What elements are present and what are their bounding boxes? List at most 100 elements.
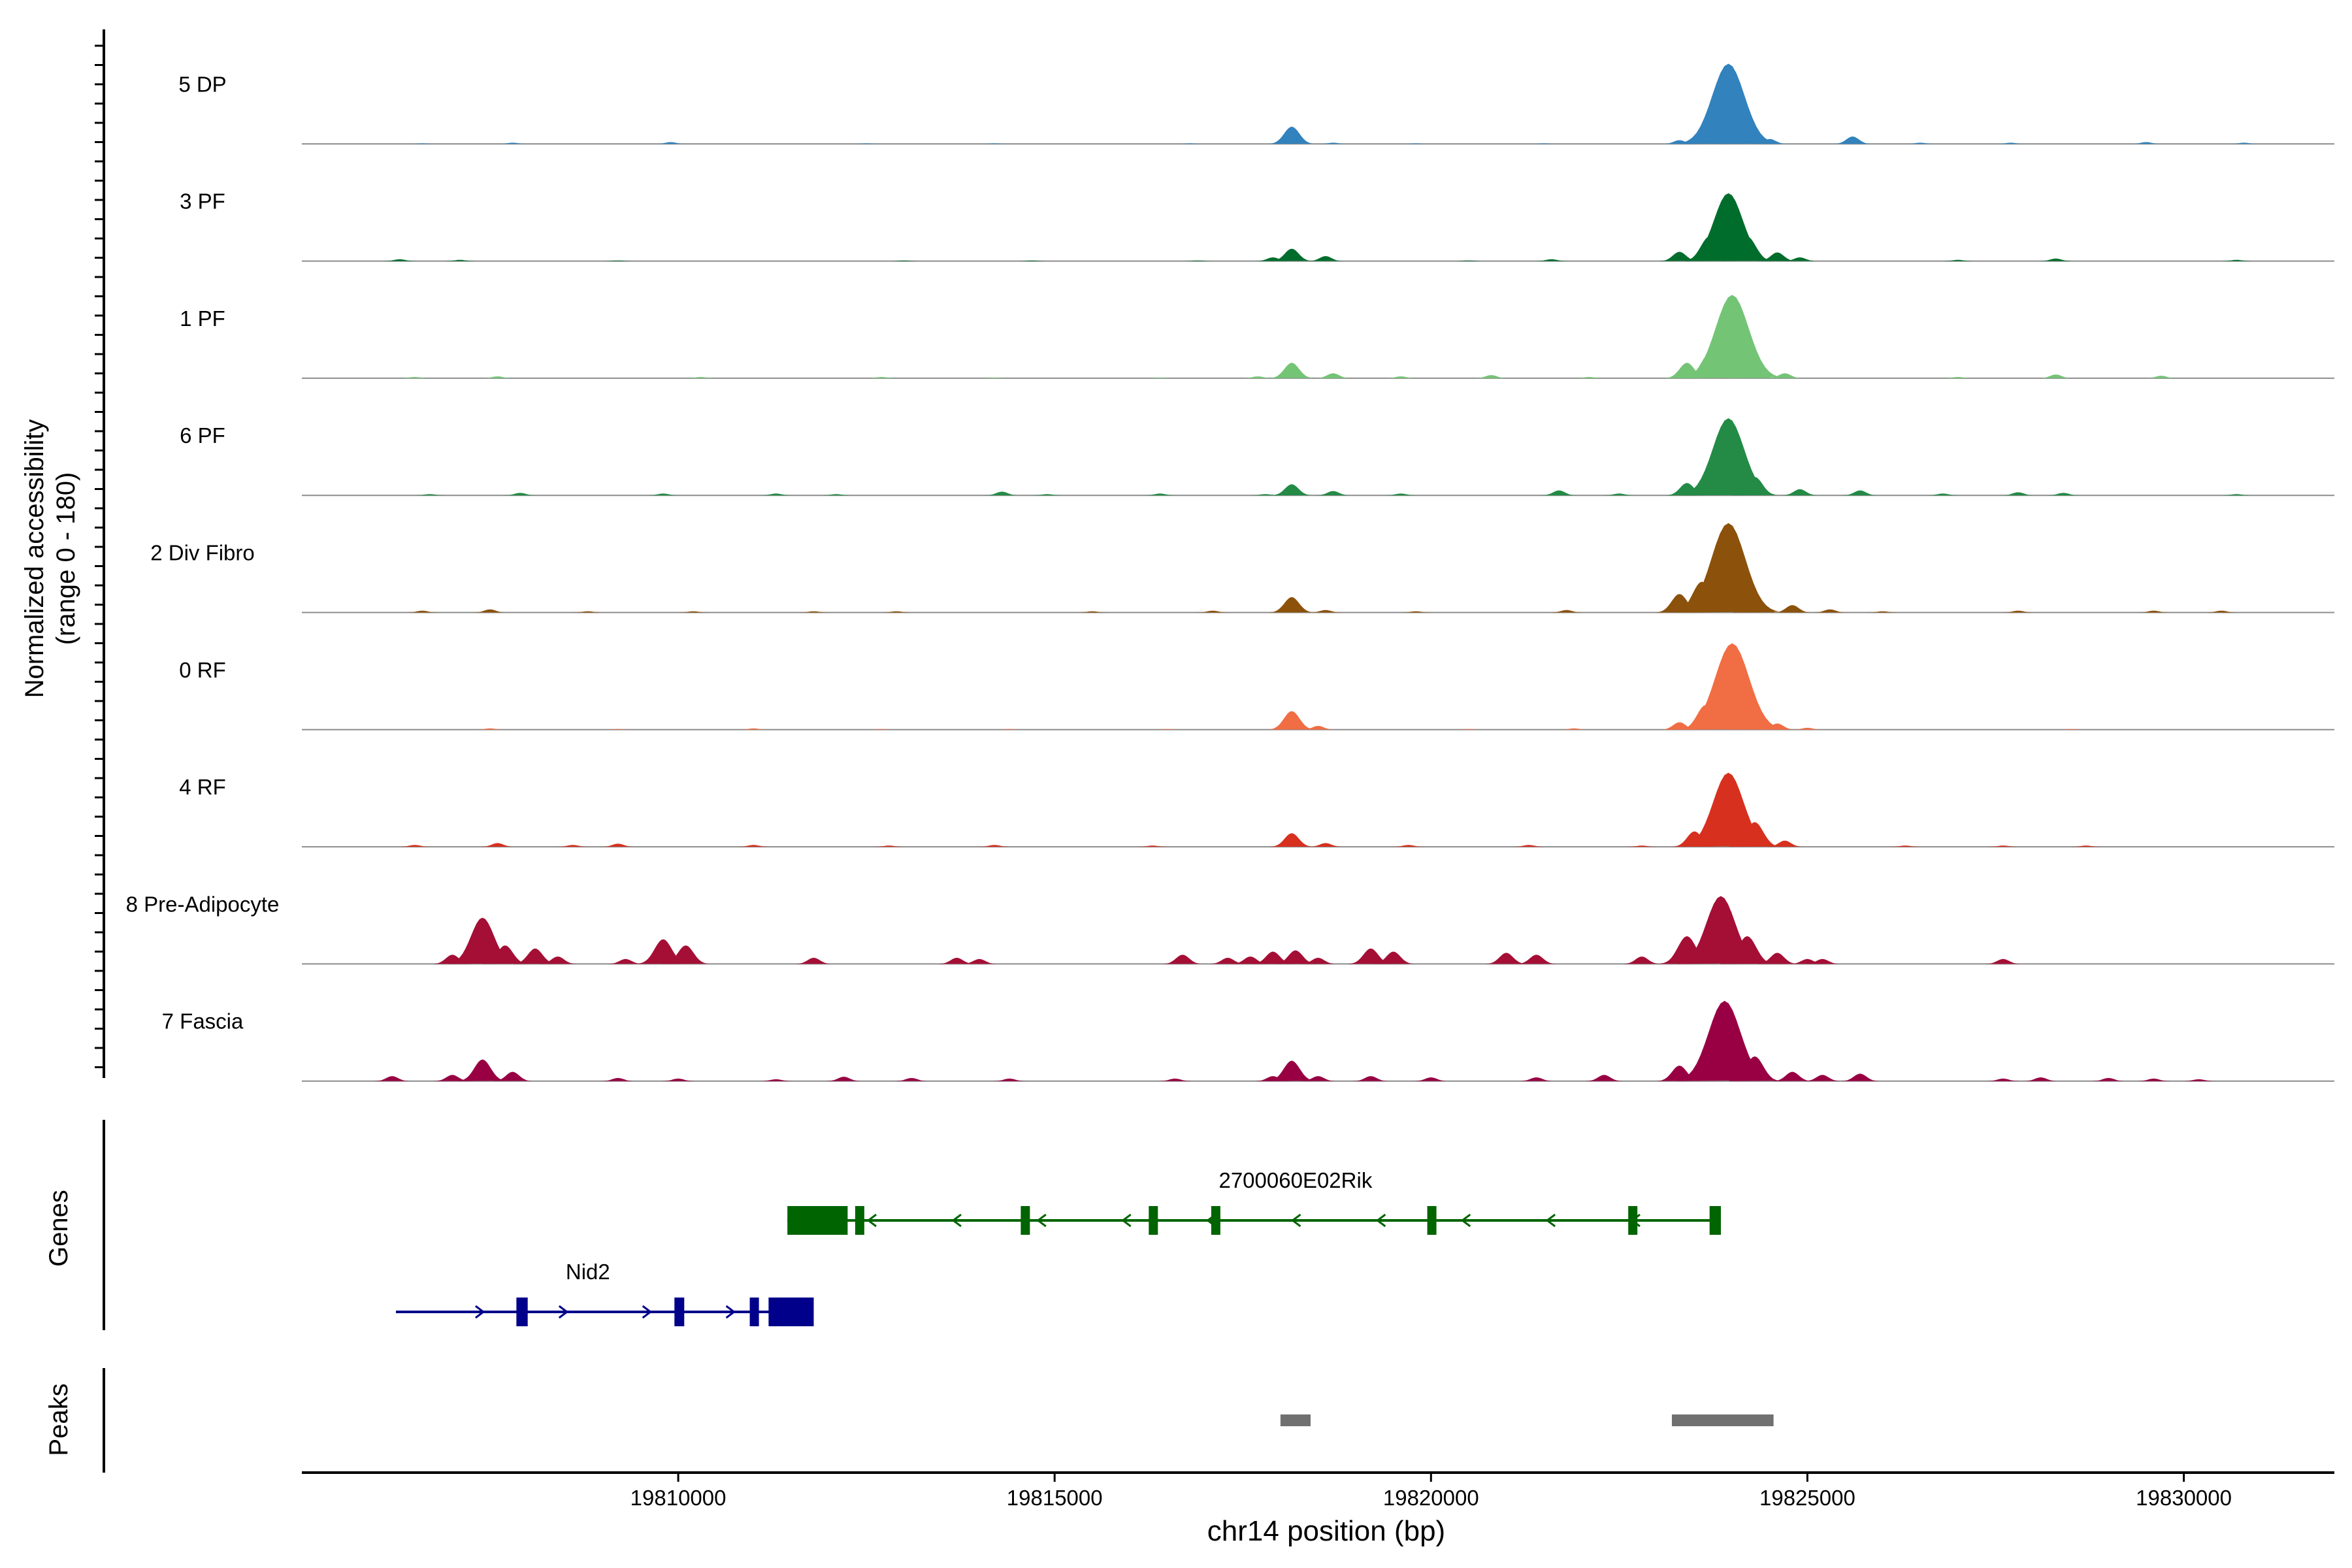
coverage-peak [1727, 359, 1774, 378]
track-0-rf: 0 RF [179, 643, 2334, 730]
coverage-peak [2144, 376, 2178, 378]
coverage-peak [1781, 489, 1818, 496]
x-tick-label: 19815000 [1007, 1486, 1103, 1510]
coverage-peak [1721, 236, 1773, 261]
coverage-peak [1682, 295, 1782, 378]
x-tick-label: 19825000 [1759, 1486, 1855, 1510]
coverage-peak [1926, 493, 1960, 496]
x-tick-label: 19830000 [2136, 1486, 2232, 1510]
coverage-peak [1196, 610, 1230, 613]
coverage-peak [737, 845, 770, 847]
coverage-peak [2069, 845, 2102, 847]
coverage-peak [434, 1075, 471, 1081]
coverage-peak [677, 611, 710, 613]
coverage-peak [1269, 363, 1314, 378]
coverage-peak [1352, 1076, 1389, 1081]
coverage-peak [1773, 605, 1812, 613]
coverage-peak [1586, 1075, 1623, 1081]
coverage-peak [1625, 845, 1658, 847]
y-axis-title-line2: (range 0 - 180) [52, 472, 80, 645]
peak-region [1280, 1414, 1311, 1426]
coverage-peak [1300, 1076, 1336, 1081]
coverage-peak [1315, 373, 1351, 378]
track-7-fascia: 7 Fascia [162, 1000, 2334, 1082]
coverage-peak [992, 1078, 1026, 1081]
coverage-peak [383, 259, 417, 261]
coverage-peak [1174, 143, 1207, 144]
coverage-peak [1209, 958, 1247, 964]
coverage-peak [993, 728, 1026, 730]
coverage-peak [2204, 610, 2238, 613]
coverage-peak [1249, 494, 1282, 496]
peaks-track [1280, 1414, 1774, 1426]
coverage-peak [458, 1059, 507, 1081]
coverage-peak [1348, 948, 1393, 964]
coverage-peak [1399, 143, 1432, 144]
coverage-peak [2129, 142, 2163, 144]
coverage-peak [1268, 711, 1315, 730]
coverage-peak [797, 611, 830, 613]
track-label: 5 DP [178, 72, 226, 96]
coverage-peak [1772, 1071, 1812, 1081]
track-label: 0 RF [179, 658, 226, 682]
coverage-y-axis-ticks [95, 44, 104, 1068]
coverage-peak [1812, 609, 1848, 613]
coverage-peak [2182, 1079, 2215, 1081]
track-6-pf: 6 PF [180, 418, 2334, 497]
coverage-peak [759, 493, 793, 496]
coverage-peak [2055, 728, 2087, 730]
coverage-peak [1308, 843, 1343, 847]
coverage-peak [978, 143, 1011, 144]
coverage-peak [1512, 845, 1546, 847]
exon [674, 1298, 685, 1326]
coverage-peak [795, 958, 832, 964]
coverage-peak [1516, 955, 1556, 964]
coverage-peak [1267, 1060, 1316, 1081]
coverage-peak [1681, 418, 1776, 496]
coverage-peak [880, 611, 913, 613]
track-label: 2 Div Fibro [150, 541, 255, 565]
track-2-div-fibro: 2 Div Fibro [150, 523, 2334, 613]
exon [1709, 1206, 1721, 1235]
exon [1628, 1206, 1638, 1235]
coverage-peak [1269, 596, 1314, 613]
coverage-peak [1307, 256, 1344, 261]
coverage-peak [374, 1076, 410, 1081]
coverage-peak [1729, 822, 1781, 847]
coverage-peak [1841, 1073, 1879, 1081]
coverage-peak [2023, 1077, 2059, 1081]
coverage-peak [646, 493, 680, 496]
coverage-peak [1269, 126, 1315, 144]
track-label: 7 Fascia [162, 1009, 244, 1034]
coverage-peak [938, 958, 975, 964]
coverage-peak [2038, 374, 2074, 378]
coverage-peak [826, 1077, 862, 1081]
strand-chevron [642, 1305, 653, 1319]
strand-chevron [1545, 1213, 1556, 1228]
coverage-peak [1833, 137, 1872, 144]
strand-chevron [951, 1213, 962, 1228]
coverage-peak [406, 610, 439, 613]
coverage-peak [600, 1078, 635, 1081]
coverage-peak [661, 1078, 695, 1081]
strand-chevron [1375, 1213, 1386, 1228]
coverage-peak [1603, 493, 1636, 496]
coverage-peak [1271, 248, 1313, 261]
coverage-peak [1766, 840, 1803, 847]
coverage-peak [503, 493, 537, 496]
gene-label: 2700060E02Rik [1218, 1168, 1372, 1192]
coverage-peak [1030, 494, 1064, 496]
coverage-peak [1941, 377, 1974, 378]
coverage-peak [2091, 1078, 2126, 1081]
coverage-peak [1767, 373, 1803, 378]
coverage-peak [1075, 611, 1109, 613]
genes-panel-label: Genes [44, 1190, 73, 1267]
coverage-peak [985, 491, 1019, 496]
coverage-peak [1151, 728, 1184, 730]
coverage-peak [571, 611, 604, 613]
peak-region [1672, 1414, 1774, 1426]
coverage-peak [602, 728, 634, 730]
coverage-peak [2046, 493, 2080, 496]
exon [516, 1298, 528, 1326]
